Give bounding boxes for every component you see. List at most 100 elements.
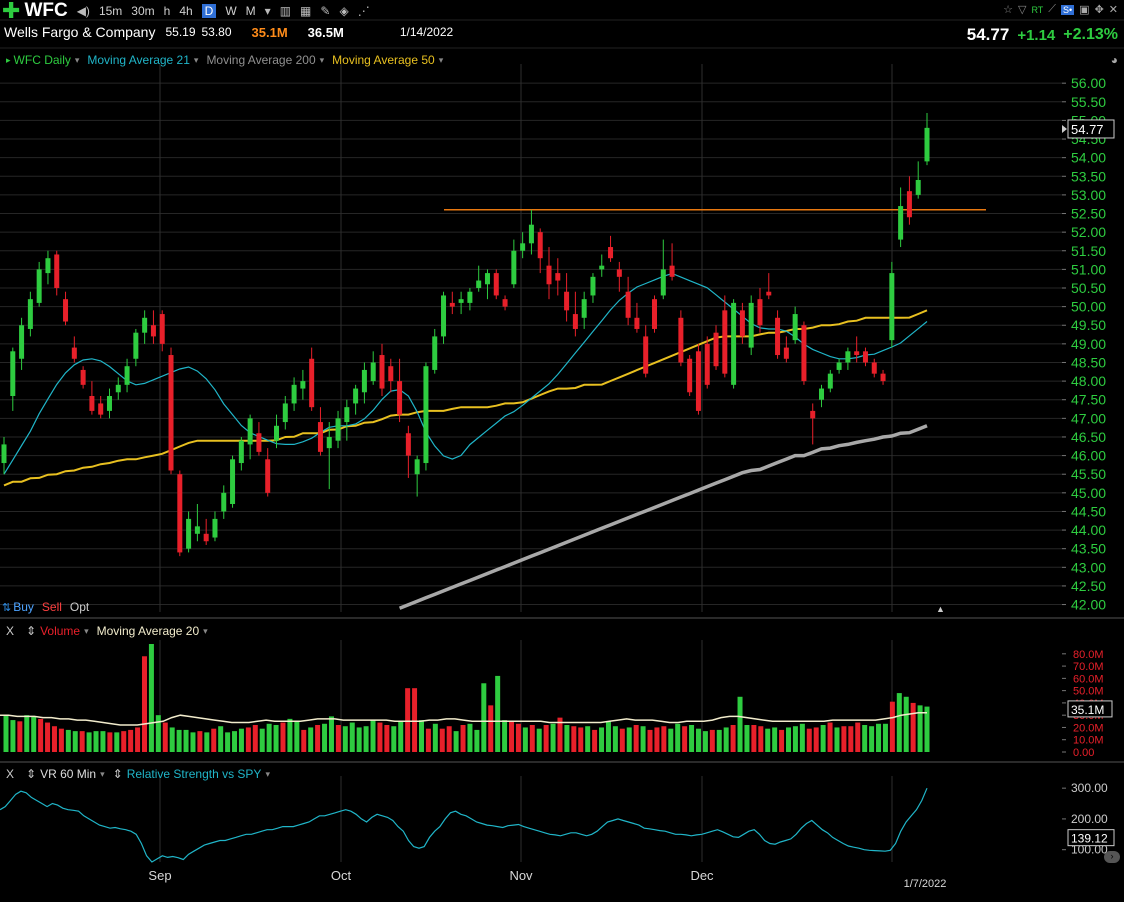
timeframe-4h[interactable]: 4h bbox=[179, 4, 193, 18]
timeframe-d[interactable]: D bbox=[201, 4, 217, 18]
day-low: 53.80 bbox=[201, 25, 232, 39]
legend-ma21[interactable]: Moving Average 21 bbox=[87, 53, 190, 67]
volume-bar bbox=[716, 729, 722, 752]
volume-bar bbox=[86, 732, 92, 752]
legend-ma50[interactable]: Moving Average 50 bbox=[332, 53, 435, 67]
price-axis-label: 48.50 bbox=[1071, 354, 1106, 370]
candle-body bbox=[309, 358, 315, 408]
price-axis-label: 45.50 bbox=[1071, 466, 1106, 482]
trend-icon[interactable]: ⟋ bbox=[1048, 3, 1056, 15]
legend-ma200[interactable]: Moving Average 200 bbox=[206, 53, 316, 67]
candle-body bbox=[19, 325, 25, 359]
volume-bar bbox=[612, 726, 618, 752]
collapse-up-icon[interactable]: ▲ bbox=[936, 604, 945, 614]
volume-bar bbox=[522, 727, 528, 752]
legend-dropdown-icon[interactable]: ▾ bbox=[438, 54, 444, 65]
legend-dropdown-icon[interactable]: ▾ bbox=[203, 625, 208, 636]
candle-body bbox=[476, 280, 482, 288]
close-panel-button[interactable]: X bbox=[6, 767, 15, 781]
move-panel-icon[interactable]: ⇕ bbox=[112, 767, 123, 781]
move-icon[interactable]: ✥ bbox=[1094, 4, 1104, 16]
drawing-tools-icon[interactable]: ◈ bbox=[339, 4, 349, 18]
price-axis-label: 53.50 bbox=[1071, 168, 1106, 184]
volume-bar bbox=[128, 729, 134, 752]
candle-body bbox=[564, 291, 570, 311]
volume-bar bbox=[425, 728, 431, 752]
candle-body bbox=[247, 418, 253, 445]
volume-bar bbox=[211, 728, 217, 752]
volume-bar bbox=[460, 725, 466, 752]
save-icon[interactable]: ▣ bbox=[1079, 4, 1090, 16]
star-icon[interactable]: ☆ bbox=[1003, 4, 1013, 16]
close-panel-button[interactable]: X bbox=[6, 624, 15, 638]
last-price: 54.77 bbox=[966, 25, 1010, 44]
color-palette-icon[interactable]: ◕ bbox=[1110, 53, 1118, 67]
candle-body bbox=[71, 347, 77, 359]
volume-bar bbox=[315, 725, 321, 752]
volume-bar bbox=[515, 723, 521, 752]
timeframe-h[interactable]: h bbox=[163, 4, 171, 18]
alert-icon[interactable]: ▽ bbox=[1017, 4, 1027, 16]
legend-wfc-daily[interactable]: WFC Daily bbox=[13, 53, 71, 67]
s-badge[interactable]: S• bbox=[1061, 4, 1075, 15]
share-icon[interactable]: ⋰ bbox=[357, 4, 370, 18]
volume-bar bbox=[896, 693, 902, 752]
price-axis-label: 53.00 bbox=[1071, 187, 1106, 203]
candle-body bbox=[906, 191, 912, 218]
close-icon[interactable]: ✕ bbox=[1108, 4, 1118, 16]
volume-bar bbox=[640, 726, 646, 752]
legend-vr[interactable]: VR 60 Min bbox=[40, 767, 97, 781]
candle-body bbox=[353, 388, 359, 404]
legend-dropdown-icon[interactable]: ▾ bbox=[84, 625, 89, 636]
order-arrows-icon[interactable]: ⇅ bbox=[2, 601, 12, 614]
chart-type-icon[interactable]: ▥ bbox=[279, 4, 292, 18]
add-symbol-icon[interactable]: ✚ bbox=[2, 0, 21, 23]
timeframe-30m[interactable]: 30m bbox=[131, 4, 155, 18]
speaker-icon[interactable]: ◀) bbox=[76, 4, 90, 18]
volume-bar bbox=[384, 725, 390, 752]
legend-dropdown-icon[interactable]: ▾ bbox=[100, 768, 105, 779]
volume-bar bbox=[689, 725, 695, 752]
legend-relative-strength[interactable]: Relative Strength vs SPY bbox=[126, 767, 262, 781]
ticker-symbol[interactable]: WFC bbox=[24, 0, 68, 21]
timeframe-w[interactable]: W bbox=[225, 4, 237, 18]
candle-body bbox=[537, 232, 543, 259]
timeframe-dropdown-icon[interactable]: ▾ bbox=[264, 4, 271, 18]
candle-body bbox=[871, 362, 877, 374]
legend-dropdown-icon[interactable]: ▾ bbox=[319, 54, 325, 65]
volume-bar bbox=[654, 727, 660, 752]
volume-bar bbox=[502, 720, 508, 752]
timeframe-15m[interactable]: 15m bbox=[98, 4, 123, 18]
volume-bar bbox=[488, 705, 494, 752]
volume-axis-label: 10.0M bbox=[1073, 735, 1104, 747]
buy-button[interactable]: Buy bbox=[13, 600, 34, 614]
scroll-right-button[interactable]: › bbox=[1104, 851, 1120, 863]
volume-bar bbox=[141, 656, 147, 752]
indicator-icon[interactable]: ▦ bbox=[300, 4, 312, 18]
volume-last-label: 35.1M bbox=[1071, 703, 1104, 717]
volume-bar bbox=[190, 732, 196, 752]
volume-bar bbox=[675, 723, 681, 752]
options-button[interactable]: Opt bbox=[69, 600, 90, 614]
move-panel-icon[interactable]: ⇕ bbox=[26, 624, 37, 638]
legend-volume[interactable]: Volume bbox=[40, 624, 81, 638]
price-axis-label: 52.00 bbox=[1071, 224, 1106, 240]
candle-body bbox=[739, 310, 745, 337]
drawing-pencil-icon[interactable]: ✎ bbox=[320, 4, 331, 18]
volume-axis-label: 20.0M bbox=[1073, 722, 1104, 734]
legend-dropdown-icon[interactable]: ▾ bbox=[193, 54, 199, 65]
rs-legend: X ⇕ VR 60 Min ▾ ⇕ Relative Strength vs S… bbox=[6, 767, 278, 781]
legend-volume-ma[interactable]: Moving Average 20 bbox=[96, 624, 200, 638]
candle-body bbox=[748, 302, 754, 348]
move-panel-icon[interactable]: ⇕ bbox=[26, 767, 37, 781]
legend-dropdown-icon[interactable]: ▾ bbox=[74, 54, 80, 65]
timeframe-m[interactable]: M bbox=[245, 4, 256, 18]
legend-expand-icon[interactable]: ▸ bbox=[6, 54, 11, 65]
volume-bar bbox=[668, 728, 674, 752]
month-label: Oct bbox=[331, 868, 352, 883]
legend-dropdown-icon[interactable]: ▾ bbox=[265, 768, 270, 779]
sell-button[interactable]: Sell bbox=[41, 600, 62, 614]
volume-bar bbox=[162, 722, 168, 752]
last-price-box bbox=[1067, 119, 1115, 139]
